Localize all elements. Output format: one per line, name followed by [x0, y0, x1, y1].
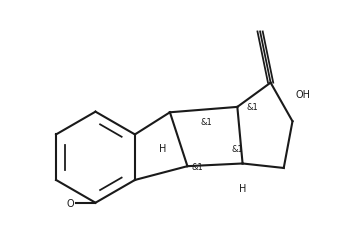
- Text: H: H: [159, 144, 167, 154]
- Text: &1: &1: [231, 144, 243, 153]
- Text: OH: OH: [295, 90, 310, 100]
- Text: &1: &1: [201, 117, 212, 126]
- Text: &1: &1: [192, 162, 204, 171]
- Text: H: H: [239, 183, 246, 193]
- Text: &1: &1: [247, 103, 259, 112]
- Text: O: O: [67, 198, 74, 208]
